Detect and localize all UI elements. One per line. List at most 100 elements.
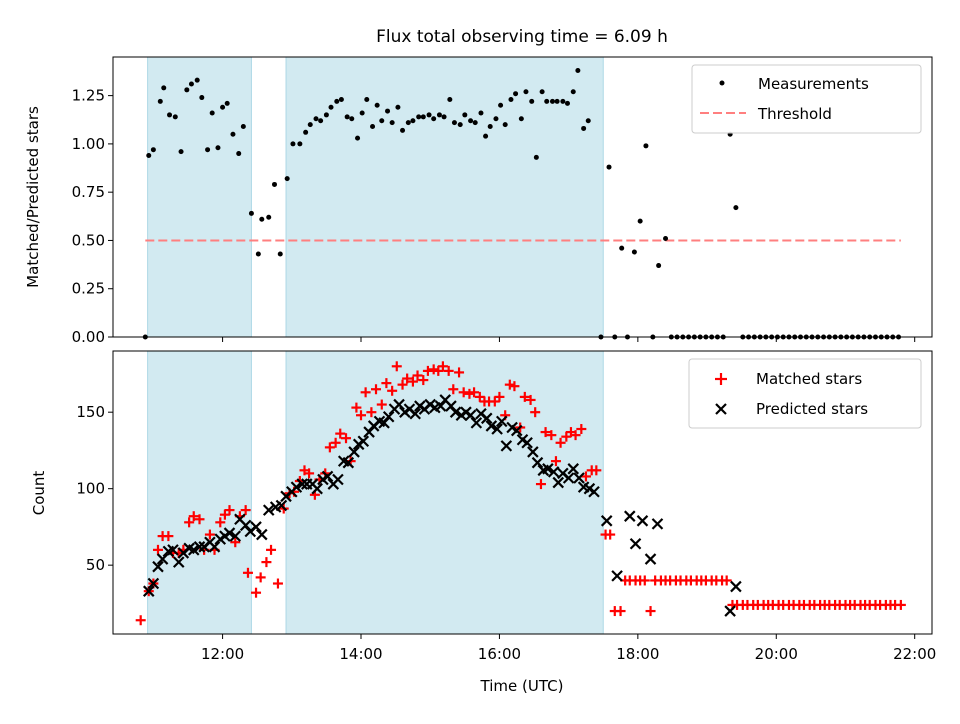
- x-tick-label: 14:00: [339, 645, 382, 663]
- predicted-x-b: [552, 476, 565, 489]
- measurement-point: [395, 104, 401, 110]
- predicted-x-b: [256, 528, 268, 541]
- ratio-y-axis: 0.00 0.25 0.50 0.75 1.00 1.25: [72, 87, 113, 346]
- measurement-point: [619, 245, 625, 251]
- measurement-point: [236, 151, 242, 157]
- matched-star-point: [454, 367, 465, 378]
- predicted-star-point: [644, 553, 657, 565]
- measurement-point: [478, 110, 484, 116]
- ratio-y-tick-label: 0.75: [72, 183, 105, 201]
- legend-predicted-label: Predicted stars: [756, 400, 868, 418]
- measurement-point: [554, 98, 560, 104]
- count-y-tick-label: 50: [86, 556, 105, 574]
- predicted-x-b: [152, 560, 164, 573]
- x-tick-label: 20:00: [755, 645, 798, 663]
- predicted-x-b: [223, 527, 236, 539]
- ratio-axes-frame: [112, 56, 933, 338]
- predicted-x-b: [623, 510, 636, 522]
- matched-star-point: [474, 391, 485, 402]
- matched-star-point: [397, 379, 408, 390]
- predicted-star-point: [172, 556, 185, 568]
- measurement-point: [502, 122, 508, 128]
- predicted-star-point: [495, 415, 508, 428]
- measurement-point: [248, 210, 254, 216]
- predicted-star-point: [562, 472, 575, 484]
- matched-star-point: [219, 509, 230, 520]
- predicted-x-b: [491, 423, 503, 435]
- ratio-legend-box: [691, 64, 922, 134]
- predicted-star-point: [470, 417, 483, 429]
- measurement-point: [523, 89, 529, 95]
- measurement-point: [733, 205, 739, 211]
- measurement-point: [313, 116, 319, 122]
- matched-star-point: [580, 471, 591, 482]
- measurement-point: [297, 141, 303, 147]
- count-y-label: Count: [30, 471, 48, 516]
- predicted-x-b: [724, 605, 736, 617]
- matched-star-point: [194, 514, 205, 525]
- measurement-point: [385, 108, 391, 114]
- measurement-point: [334, 98, 340, 104]
- predicted-x-b: [187, 544, 200, 556]
- predicted-x-b: [527, 446, 539, 458]
- matched-star-point: [152, 544, 163, 555]
- predicted-x-b: [172, 556, 185, 568]
- predicted-x-b: [373, 415, 386, 428]
- measurement-point: [564, 100, 570, 106]
- measurement-point: [290, 141, 296, 147]
- measurement-point: [355, 135, 361, 141]
- count-legend: Matched stars Predicted stars: [688, 358, 922, 429]
- measurement-point: [462, 112, 468, 118]
- measurement-point: [215, 145, 221, 151]
- measurement-point: [349, 116, 355, 122]
- measurement-point: [338, 96, 344, 102]
- ratio-y-tick-label: 0.25: [72, 280, 105, 298]
- measurement-point: [493, 116, 499, 122]
- predicted-x-b: [332, 473, 344, 486]
- predicted-x-b: [311, 482, 323, 495]
- matched-star-point: [242, 567, 253, 578]
- measurement-point: [451, 120, 457, 126]
- measurement-point: [656, 263, 662, 269]
- matched-star-point: [605, 529, 616, 540]
- predicted-star-point: [730, 580, 742, 593]
- matched-star-point: [418, 375, 429, 386]
- predicted-x-b: [183, 542, 195, 555]
- matched-star-point: [519, 391, 530, 402]
- predicted-star-point: [147, 577, 160, 590]
- measurement-point: [255, 251, 261, 257]
- predicted-x-b: [357, 435, 370, 448]
- predicted-x-b: [500, 440, 513, 452]
- predicted-star-point: [531, 456, 544, 469]
- predicted-star-point: [600, 515, 613, 527]
- matched-star-point: [215, 517, 226, 528]
- shaded-interval-2: [285, 56, 604, 338]
- matched-star-point: [422, 365, 433, 376]
- count-legend-box: [688, 358, 922, 429]
- predicted-x-b: [470, 417, 483, 429]
- ratio-y-tick-label: 1.25: [72, 87, 105, 105]
- measurement-point: [518, 116, 524, 122]
- measurement-point: [457, 122, 463, 128]
- measurement-point: [184, 87, 190, 93]
- measurement-point: [420, 114, 426, 120]
- predicted-x-b: [577, 481, 590, 493]
- ratio-x-ticks: [222, 337, 916, 342]
- measurement-point: [585, 118, 591, 124]
- matched-star-point: [464, 388, 475, 399]
- predicted-x-b: [531, 456, 544, 469]
- measurement-point: [220, 104, 226, 110]
- ratio-y-tick-label: 0.50: [72, 231, 105, 249]
- matched-star-point: [469, 387, 480, 398]
- legend-measurements-marker: [719, 80, 725, 86]
- measurement-point: [560, 98, 566, 104]
- matched-star-point: [261, 557, 272, 568]
- predicted-stars-series: [142, 394, 742, 617]
- predicted-star-point: [250, 521, 262, 533]
- x-tick-label: 12:00: [201, 645, 244, 663]
- predicted-x-b: [644, 553, 657, 565]
- predicted-x-b: [342, 456, 355, 469]
- predicted-star-point: [636, 515, 649, 527]
- predicted-star-point: [542, 463, 554, 475]
- matched-star-point: [645, 606, 656, 617]
